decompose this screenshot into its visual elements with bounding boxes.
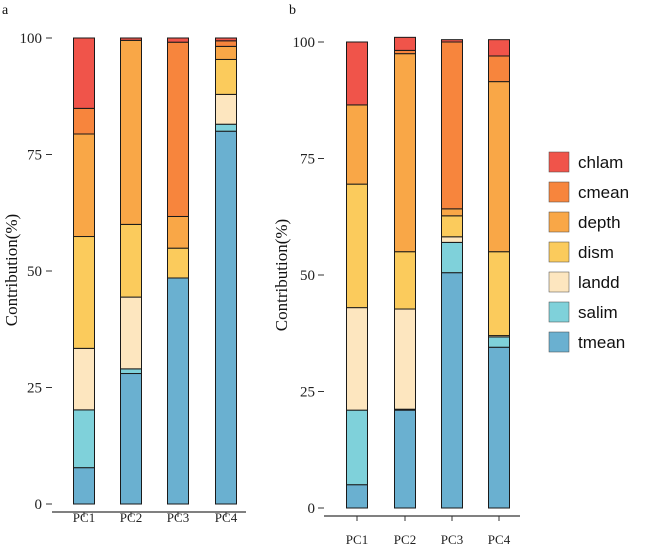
legend-label-dism: dism xyxy=(578,243,614,262)
bar-segment-cmean-pc3 xyxy=(167,41,189,217)
panel-a-label: a xyxy=(2,3,9,18)
y-tick-label: 0 xyxy=(308,501,316,517)
bar-segment-chlam-pc2 xyxy=(120,37,142,41)
x-tick-label: PC2 xyxy=(394,532,416,547)
bar-segment-dism-pc1 xyxy=(73,236,95,349)
bar-segment-landd-pc1 xyxy=(73,347,95,411)
bar-segment-salim-pc2 xyxy=(120,368,142,375)
bar-segment-landd-pc2 xyxy=(394,308,416,410)
bar-segment-salim-pc4 xyxy=(215,123,237,132)
bar-segment-chlam-pc3 xyxy=(167,37,189,43)
bar-segment-depth-pc4 xyxy=(215,45,237,60)
legend-swatch-depth xyxy=(548,211,570,233)
y-tick-label: 100 xyxy=(293,35,316,51)
bar-segment-tmean-pc1 xyxy=(73,467,95,505)
x-tick-label: PC1 xyxy=(346,532,368,547)
bar-segment-landd-pc4 xyxy=(215,93,237,125)
bar-segment-dism-pc3 xyxy=(441,215,463,238)
bar-segment-chlam-pc4 xyxy=(215,37,237,42)
bar-segment-depth-pc4 xyxy=(488,81,510,253)
bar-segment-tmean-pc2 xyxy=(394,409,416,509)
bar-segment-chlam-pc1 xyxy=(346,41,368,106)
bar-segment-depth-pc3 xyxy=(167,215,189,249)
y-tick-label: 100 xyxy=(20,31,43,47)
legend-label-depth: depth xyxy=(578,213,621,232)
y-tick-label: 75 xyxy=(27,148,42,164)
x-tick-label: PC1 xyxy=(73,510,95,525)
bar-segment-cmean-pc3 xyxy=(441,41,463,210)
y-tick-label: 50 xyxy=(300,268,315,284)
legend-swatch-dism xyxy=(548,241,570,263)
legend-label-cmean: cmean xyxy=(578,183,629,202)
legend-label-salim: salim xyxy=(578,303,618,322)
bar-segment-tmean-pc3 xyxy=(441,272,463,509)
bar-segment-salim-pc1 xyxy=(73,409,95,469)
bar-segment-landd-pc2 xyxy=(120,296,142,370)
bar-segment-chlam-pc4 xyxy=(488,39,510,57)
bar-segment-dism-pc4 xyxy=(488,251,510,337)
legend-swatch-tmean xyxy=(548,331,570,353)
y-tick-label: 0 xyxy=(35,497,43,513)
bar-segment-depth-pc3 xyxy=(441,208,463,217)
y-tick-label: 50 xyxy=(27,264,42,280)
legend-swatch-chlam xyxy=(548,151,570,173)
bar-segment-depth-pc1 xyxy=(346,104,368,185)
legend: chlam cmean depth dism landd salim tmean xyxy=(548,151,629,353)
bar-segment-cmean-pc1 xyxy=(73,107,95,135)
bar-segment-tmean-pc2 xyxy=(120,373,142,505)
panel-a-x-ticks: PC1 PC2 PC3 PC4 xyxy=(73,510,238,525)
bar-segment-chlam-pc1 xyxy=(73,37,95,109)
legend-label-landd: landd xyxy=(578,273,620,292)
bar-segment-chlam-pc3 xyxy=(441,39,463,43)
y-tick-label: 25 xyxy=(300,385,315,401)
panel-b-bars xyxy=(346,36,510,509)
panel-a-bars xyxy=(73,37,237,505)
panel-b-label: b xyxy=(289,3,296,18)
bar-segment-landd-pc3 xyxy=(441,236,463,243)
bar-segment-tmean-pc4 xyxy=(488,346,510,509)
bar-segment-chlam-pc2 xyxy=(394,36,416,51)
bar-segment-dism-pc4 xyxy=(215,58,237,95)
bar-segment-dism-pc3 xyxy=(167,247,189,279)
bar-segment-depth-pc2 xyxy=(394,53,416,253)
bar-segment-landd-pc1 xyxy=(346,307,368,411)
bar-segment-tmean-pc3 xyxy=(167,277,189,505)
panel-a-y-axis-label: Contribution(%) xyxy=(2,214,21,326)
bar-segment-dism-pc1 xyxy=(346,183,368,309)
bar-segment-depth-pc1 xyxy=(73,133,95,238)
bar-segment-cmean-pc4 xyxy=(488,55,510,83)
panel-b-x-ticks: PC1 PC2 PC3 PC4 xyxy=(346,516,511,547)
x-tick-label: PC3 xyxy=(167,510,189,525)
x-tick-label: PC4 xyxy=(488,532,511,547)
legend-label-chlam: chlam xyxy=(578,153,623,172)
bar-segment-salim-pc1 xyxy=(346,409,368,486)
legend-label-tmean: tmean xyxy=(578,333,625,352)
x-tick-label: PC3 xyxy=(441,532,463,547)
legend-swatch-salim xyxy=(548,301,570,323)
bar-segment-salim-pc4 xyxy=(488,336,510,348)
y-tick-label: 75 xyxy=(300,152,315,168)
legend-swatch-cmean xyxy=(548,181,570,203)
bar-segment-depth-pc2 xyxy=(120,39,142,225)
bar-segment-salim-pc3 xyxy=(441,241,463,274)
bar-segment-tmean-pc1 xyxy=(346,484,368,509)
bar-segment-dism-pc2 xyxy=(394,251,416,310)
x-tick-label: PC2 xyxy=(120,510,142,525)
panel-b-y-ticks: 0 25 50 75 100 xyxy=(293,35,324,517)
x-tick-label: PC4 xyxy=(215,510,238,525)
panel-b-y-axis-label: Contribution(%) xyxy=(272,219,291,331)
bar-segment-cmean-pc4 xyxy=(215,40,237,47)
bar-segment-tmean-pc4 xyxy=(215,130,237,505)
panel-a-y-ticks: 0 25 50 75 100 xyxy=(20,31,52,513)
bar-segment-dism-pc2 xyxy=(120,223,142,298)
legend-swatch-landd xyxy=(548,271,570,293)
y-tick-label: 25 xyxy=(27,381,42,397)
